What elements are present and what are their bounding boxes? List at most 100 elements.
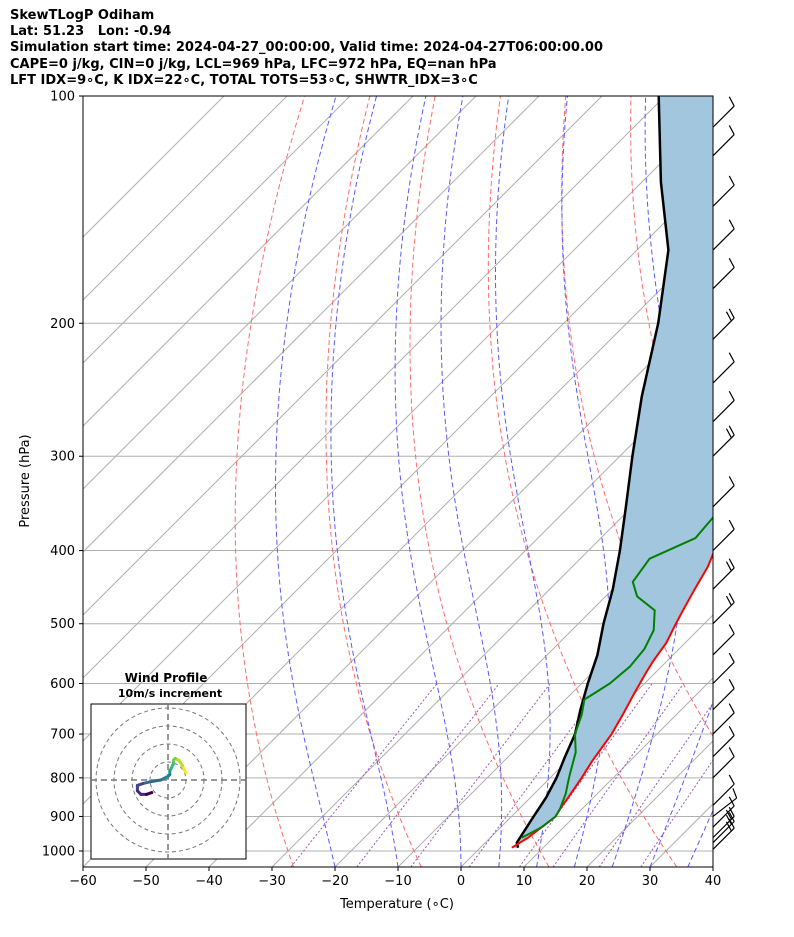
mixing-ratio-line	[552, 683, 685, 867]
wind-barb	[712, 96, 735, 128]
moist-adiabat	[726, 96, 794, 867]
y-axis-label: Pressure (hPa)	[18, 434, 33, 527]
mixing-ratio-line	[290, 683, 438, 867]
isotherm-line	[334, 488, 713, 867]
mixing-ratio-line	[640, 759, 713, 867]
dewpoint-line	[521, 515, 713, 839]
moist-adiabat	[440, 96, 503, 867]
wind-barb	[712, 558, 735, 590]
hodograph-segment	[144, 791, 154, 796]
x-tick-label: −60	[69, 874, 96, 889]
x-tick-label: −10	[384, 874, 411, 889]
location-line: Lat: 51.23 Lon: -0.94	[10, 24, 172, 39]
y-tick-label: 100	[50, 90, 75, 105]
y-tick-label: 500	[50, 617, 75, 632]
isotherm-line	[208, 362, 713, 867]
wind-barb	[712, 788, 738, 817]
y-tick-label: 200	[50, 317, 75, 332]
wind-barb	[712, 425, 735, 457]
wind-barb	[712, 624, 735, 656]
sounding-profiles	[511, 96, 713, 849]
dry-adiabat	[234, 96, 306, 867]
temperature-line	[511, 551, 713, 849]
y-tick-label: 600	[50, 677, 75, 692]
isotherm-line	[83, 96, 414, 427]
mixing-ratio-line	[468, 683, 606, 867]
mixing-ratio-line	[410, 683, 551, 867]
mixing-ratio-lines	[290, 683, 713, 867]
cape-shaded-area	[511, 96, 713, 848]
x-tick-label: −40	[195, 874, 222, 889]
inset-title: Wind Profile	[125, 671, 208, 685]
wind-barb	[712, 652, 735, 684]
wind-barb	[712, 747, 735, 779]
mixing-ratio-line	[598, 702, 713, 867]
wind-barbs	[712, 96, 738, 850]
dry-adiabat	[761, 96, 794, 867]
isotherm-line	[523, 677, 713, 867]
moist-adiabat	[394, 96, 462, 867]
wind-barb	[712, 519, 735, 551]
axes: −60 −50 −40 −30 −20 −10 0 10 20 30 40 100 200 300 400 5…	[42, 90, 721, 890]
wind-barb	[712, 774, 735, 806]
inset-subtitle: 10m/s increment	[118, 687, 222, 700]
x-tick-label: 30	[642, 874, 659, 889]
isotherm-line	[83, 96, 225, 238]
isotherm-line	[460, 614, 713, 867]
y-tick-label: 700	[50, 728, 75, 743]
isotherm-line	[83, 96, 666, 679]
cape-shading	[511, 96, 713, 848]
wind-barb	[712, 812, 735, 844]
wind-barb	[712, 258, 735, 290]
dry-adiabat	[325, 96, 422, 867]
wind-barb	[712, 806, 735, 839]
wind-barb	[712, 219, 735, 251]
y-tick-label: 400	[50, 544, 75, 559]
moist-adiabat	[330, 96, 399, 867]
wind-barb	[712, 390, 735, 423]
moist-adiabat	[495, 96, 551, 867]
dry-adiabat	[487, 96, 678, 867]
x-axis-label: Temperature (∘C)	[339, 897, 454, 912]
dry-adiabat	[561, 96, 713, 738]
hodograph-trace	[135, 756, 188, 796]
isotherm-line	[83, 96, 540, 553]
x-tick-label: 10	[516, 874, 533, 889]
hodograph-rings	[91, 704, 246, 859]
isotherm-line	[83, 96, 477, 490]
isotherm-line	[712, 866, 713, 867]
isotherm-line	[83, 96, 603, 616]
y-tick-label: 900	[50, 810, 75, 825]
wind-barb	[712, 175, 735, 207]
y-tick-label: 1000	[42, 845, 75, 860]
wind-barb	[712, 352, 735, 384]
moist-adiabats	[275, 96, 794, 867]
mixing-ratio-line	[518, 683, 653, 867]
x-tick-label: −30	[258, 874, 285, 889]
x-tick-label: 40	[705, 874, 722, 889]
dry-adiabats	[234, 96, 794, 867]
wind-barb	[712, 703, 735, 735]
hodograph-segment	[148, 778, 163, 784]
wind-barb	[712, 308, 735, 340]
dry-adiabat	[409, 96, 550, 867]
wind-profile-inset: Wind Profile 10m/s increment	[90, 671, 247, 860]
indices-line: LFT IDX=9∘C, K IDX=22∘C, TOTAL TOTS=53∘C…	[10, 73, 478, 88]
x-tick-label: −50	[132, 874, 159, 889]
isotherm-line	[83, 96, 288, 301]
wind-barb	[712, 476, 735, 508]
simulation-time-line: Simulation start time: 2024-04-27_00:00:…	[10, 40, 603, 55]
moist-adiabat	[275, 96, 337, 867]
x-tick-label: 0	[457, 874, 465, 889]
chart-title: SkewTLogP Odiham	[10, 8, 155, 23]
moist-adiabat	[687, 809, 713, 867]
x-tick-label: 20	[579, 874, 596, 889]
parcel-line	[515, 96, 670, 849]
wind-barb	[712, 593, 735, 625]
isotherm-line	[83, 96, 351, 364]
x-tick-label: −20	[321, 874, 348, 889]
isotherm-line	[145, 299, 713, 867]
wind-barb	[712, 125, 735, 157]
wind-barb	[712, 679, 735, 711]
